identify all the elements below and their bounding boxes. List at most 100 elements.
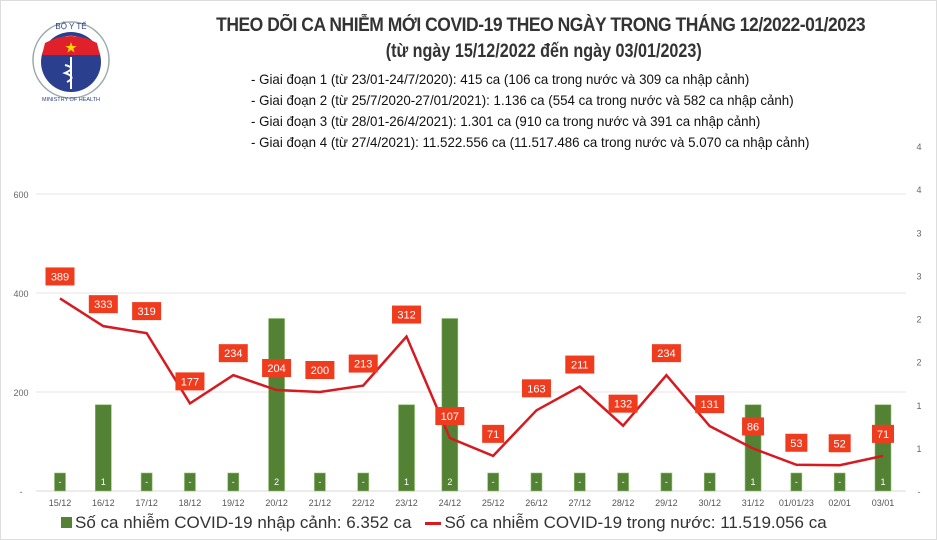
phase-line: - Giai đoạn 2 (từ 25/7/2020-27/01/2021):… [251, 92, 794, 108]
x-tick-label: 23/12 [395, 498, 418, 508]
chart-title: THEO DÕI CA NHIỄM MỚI COVID-19 THEO NGÀY… [216, 15, 866, 36]
bar [357, 472, 370, 492]
x-tick-label: 31/12 [742, 498, 765, 508]
data-label-box [565, 355, 595, 374]
right-axis-tick: 4 [916, 142, 921, 152]
data-label: 177 [181, 376, 199, 388]
x-tick-label: 03/01 [872, 498, 895, 508]
data-label-box [608, 394, 638, 413]
right-axis-tick: 3 [916, 228, 921, 238]
data-label: 86 [747, 421, 759, 433]
bar [184, 472, 196, 492]
phase-line: - Giai đoạn 3 (từ 28/01-26/4/2021): 1.30… [251, 113, 761, 129]
bar [703, 472, 716, 492]
logo-text: BỘ Y TẾ [55, 21, 86, 31]
x-tick-label: 02/01 [828, 498, 851, 508]
data-label: 319 [137, 306, 155, 318]
data-label: 204 [267, 363, 285, 375]
data-label-box [828, 434, 851, 453]
data-label: 234 [657, 348, 675, 360]
bar [441, 318, 459, 492]
right-axis-tick: 4 [916, 185, 921, 195]
phase-line: - Giai đoạn 1 (từ 23/01-24/7/2020): 415 … [251, 71, 750, 87]
data-label: 52 [834, 438, 846, 450]
bar-label: - [362, 477, 365, 487]
data-label-box [872, 424, 894, 443]
chart-subtitle: (từ ngày 15/12/2022 đến ngày 03/01/2023) [385, 41, 702, 62]
data-label-box [482, 424, 505, 443]
data-label: 213 [354, 359, 372, 371]
x-tick-label: 29/12 [655, 498, 678, 508]
bar [617, 472, 629, 492]
phase-summary: - Giai đoạn 1 (từ 23/01-24/7/2020): 415 … [251, 69, 809, 153]
bar [573, 472, 586, 492]
data-label: 71 [487, 429, 499, 441]
bar-label: - [665, 477, 668, 487]
x-tick-label: 27/12 [569, 498, 592, 508]
data-label-box [348, 354, 378, 373]
bar [314, 472, 326, 492]
x-tick-label: 18/12 [179, 498, 202, 508]
legend: Số ca nhiễm COVID-19 nhập cảnh: 6.352 ca… [61, 513, 827, 533]
bar-label: - [795, 477, 798, 487]
bar [833, 472, 846, 492]
data-label: 200 [311, 365, 329, 377]
bar [54, 472, 66, 492]
right-axis-tick: 2 [916, 358, 921, 368]
left-axis-tick: 400 [13, 289, 28, 299]
bar [268, 318, 285, 492]
data-label-box [435, 407, 465, 426]
data-label-box [695, 395, 725, 414]
bar [140, 472, 153, 492]
bar-label: - [578, 477, 581, 487]
x-tick-label: 17/12 [135, 498, 158, 508]
bar-label: - [188, 477, 191, 487]
data-label: 132 [614, 399, 632, 411]
phase-line: - Giai đoạn 4 (từ 27/4/2021): 11.522.556… [251, 134, 810, 150]
left-axis-tick: - [20, 487, 23, 497]
chart-plot: -200400600-11223344-15/12116/12-17/12-18… [13, 142, 921, 508]
x-tick-label: 01/01/23 [779, 498, 814, 508]
data-label: 234 [224, 348, 242, 360]
bar-label: - [838, 477, 841, 487]
bar-label: 1 [404, 477, 409, 487]
x-tick-label: 26/12 [525, 498, 548, 508]
data-label: 71 [877, 429, 889, 441]
bar [530, 472, 543, 492]
left-axis-tick: 600 [13, 190, 28, 200]
right-axis-tick: 1 [916, 401, 921, 411]
bar [790, 472, 803, 492]
bar [227, 472, 240, 492]
x-tick-label: 15/12 [49, 498, 72, 508]
bar-label: - [232, 477, 235, 487]
data-label-box [305, 361, 335, 379]
data-label-box [218, 344, 248, 363]
bar-label: 1 [751, 477, 756, 487]
data-label-box [785, 433, 808, 452]
x-tick-label: 20/12 [265, 498, 288, 508]
bar-label: - [145, 477, 148, 487]
bar-label: - [492, 477, 495, 487]
bar-label: - [708, 477, 711, 487]
right-axis-tick: 3 [916, 271, 921, 281]
left-axis-tick: 200 [13, 388, 28, 398]
bar-label: 1 [880, 477, 885, 487]
data-label: 389 [51, 271, 69, 283]
x-tick-label: 24/12 [439, 498, 462, 508]
ministry-of-health-logo: BỘ Y TẾ MINISTRY OF HEALTH [32, 21, 110, 103]
bar [398, 404, 415, 492]
bar-label: - [535, 477, 538, 487]
data-label-box [132, 302, 162, 321]
data-label: 107 [441, 411, 459, 423]
data-label-box [742, 417, 765, 436]
x-tick-label: 22/12 [352, 498, 375, 508]
data-label-box [651, 344, 681, 363]
right-axis-tick: 2 [916, 315, 921, 325]
data-label: 131 [701, 399, 719, 411]
data-label: 312 [397, 310, 415, 322]
data-label-box [88, 295, 118, 314]
series-line [59, 297, 884, 467]
data-label: 333 [94, 299, 112, 311]
x-tick-label: 19/12 [222, 498, 245, 508]
